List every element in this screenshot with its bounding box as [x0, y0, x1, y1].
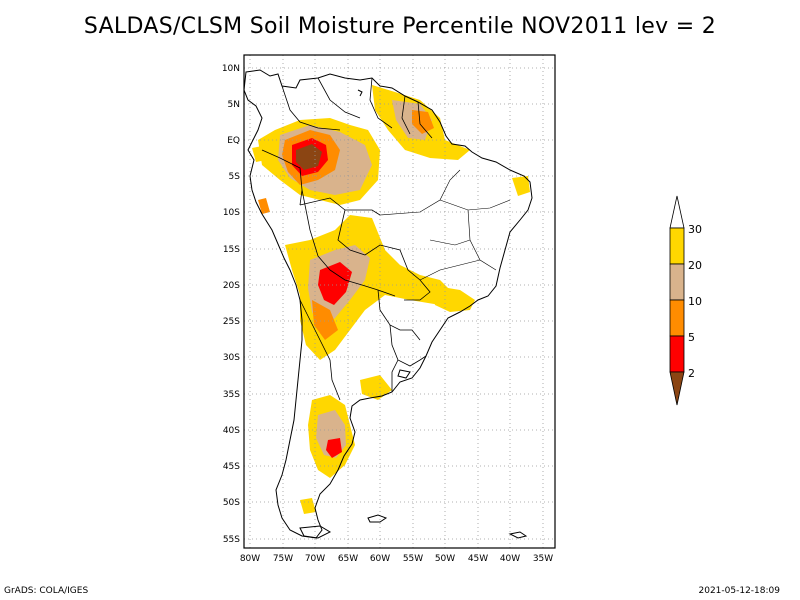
lat-label: 55S [223, 535, 240, 545]
lat-label: 5N [228, 100, 240, 110]
lon-label: 75W [273, 554, 293, 564]
shade-ne-tip-yellow [512, 176, 530, 196]
legend-label: 20 [688, 259, 702, 272]
lon-label: 50W [435, 554, 455, 564]
footer-timestamp: 2021-05-12-18:09 [698, 586, 781, 596]
lat-label: 15S [223, 245, 240, 255]
legend-label: 10 [688, 295, 702, 308]
percentile-shading [252, 85, 530, 514]
shade-chile-yellow [300, 498, 316, 514]
legend-label: 2 [688, 367, 695, 380]
lat-label: 10S [223, 208, 240, 218]
shade-pampas-yellow [360, 375, 392, 400]
south-georgia [508, 531, 528, 539]
legend-labels: 30 20 10 5 2 [688, 223, 702, 380]
lat-label: 10N [222, 64, 240, 74]
coastlines [243, 69, 533, 539]
shade-amazon-nw-brown [296, 144, 322, 170]
lon-label: 65W [338, 554, 358, 564]
lon-label: 70W [305, 554, 325, 564]
shade-andes-orange [312, 300, 338, 340]
lat-label: 35S [223, 390, 240, 400]
lon-axis: 80W 75W 70W 65W 60W 55W 50W 45W 40W 35W [240, 554, 553, 564]
lat-label: 45S [223, 462, 240, 472]
lon-label: 40W [500, 554, 520, 564]
map-frame [243, 54, 556, 549]
shade-guiana-orange [412, 110, 434, 134]
lat-label: 20S [223, 281, 240, 291]
legend-swatch-10to20 [669, 263, 685, 301]
lat-label: 25S [223, 317, 240, 327]
country-borders [261, 77, 433, 401]
color-legend [669, 195, 685, 406]
lon-label: 55W [403, 554, 423, 564]
legend-swatch-5to10 [669, 299, 685, 337]
lakes [357, 89, 411, 379]
shade-brazil-se-yellow [430, 285, 475, 312]
map-title: SALDAS/CLSM Soil Moisture Percentile NOV… [83, 14, 717, 39]
tierra-del-fuego [299, 525, 332, 539]
lat-label: 40S [223, 426, 240, 436]
falklands [367, 514, 388, 523]
legend-label: 5 [688, 331, 695, 344]
lon-label: 35W [533, 554, 553, 564]
legend-swatch-below2 [669, 371, 685, 406]
legend-swatch-above30 [669, 195, 685, 229]
brazil-states [379, 169, 511, 281]
lon-label: 45W [468, 554, 488, 564]
footer-credit: GrADS: COLA/IGES [4, 586, 89, 596]
shade-patagonia-red [326, 438, 342, 458]
lat-label: 5S [229, 172, 241, 182]
south-america-outline [243, 69, 533, 539]
lat-label: EQ [227, 136, 240, 146]
lon-label: 80W [240, 554, 260, 564]
shade-andes-red [318, 262, 352, 305]
legend-swatch-20to30 [669, 227, 685, 265]
lat-label: 30S [223, 353, 240, 363]
lat-axis: 10N 5N EQ 5S 10S 15S 20S 25S 30S 35S 40S… [222, 64, 240, 545]
lon-label: 60W [370, 554, 390, 564]
legend-swatch-2to5 [669, 335, 685, 373]
lat-label: 50S [223, 498, 240, 508]
shade-peru-orange [258, 198, 270, 214]
legend-label: 30 [688, 223, 702, 236]
